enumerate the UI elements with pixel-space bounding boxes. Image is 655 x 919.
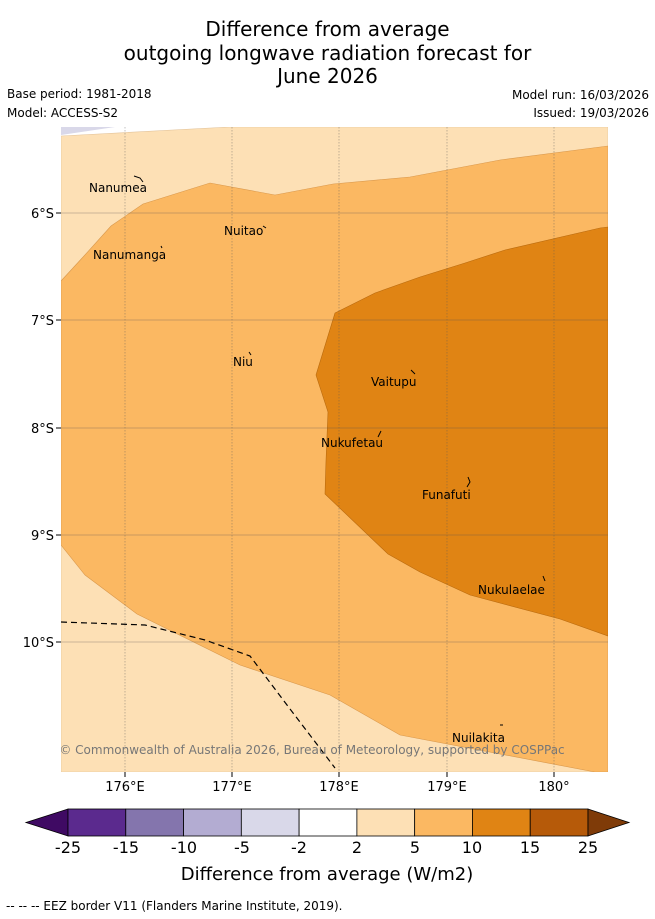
colorbar-label-m25: -25	[55, 838, 81, 857]
lat-label-7s: 7°S	[31, 314, 54, 329]
band-minus2-to-2	[61, 127, 115, 135]
colorbar-label-m10: -10	[171, 838, 197, 857]
island-label-nuitao: Nuitao	[224, 224, 263, 238]
map-area	[61, 127, 608, 772]
lat-label-10s: 10°S	[23, 636, 54, 651]
colorbar-label-15: 15	[520, 838, 540, 857]
lat-label-6s: 6°S	[31, 207, 54, 222]
island-label-vaitupu: Vaitupu	[371, 375, 417, 389]
lon-label-177e: 177°E	[212, 780, 252, 795]
island-label-niu: Niu	[233, 355, 253, 369]
lon-label-180: 180°	[538, 780, 569, 795]
lat-label-9s: 9°S	[31, 529, 54, 544]
colorbar-label-m2: -2	[291, 838, 307, 857]
model-run: Model run: 16/03/2026	[511, 88, 649, 102]
colorbar-label-5: 5	[410, 838, 420, 857]
eez-border	[61, 621, 336, 769]
colorbar-label-m5: -5	[234, 838, 250, 857]
colorbar-label-2: 2	[352, 838, 362, 857]
base-period: Base period: 1981-2018	[7, 87, 152, 101]
colorbar-extend-high	[587, 808, 631, 837]
colorbar-swatch	[183, 808, 242, 837]
colorbar-title: Difference from average (W/m2)	[181, 864, 473, 885]
colorbar-label-25: 25	[578, 838, 598, 857]
lon-label-178e: 178°E	[319, 780, 359, 795]
title-line-1: Difference from average	[205, 17, 450, 41]
island-label-nanumea: Nanumea	[89, 181, 147, 195]
lat-label-8s: 8°S	[31, 422, 54, 437]
title-line-2: outgoing longwave radiation forecast for	[123, 41, 532, 65]
colorbar-swatch	[529, 808, 589, 837]
copyright-text: © Commonwealth of Australia 2026, Bureau…	[59, 743, 564, 757]
title-line-3: June 2026	[277, 64, 378, 88]
lon-label-179e: 179°E	[427, 780, 467, 795]
model-name: Model: ACCESS-S2	[7, 106, 119, 120]
island-label-funafuti: Funafuti	[422, 488, 471, 502]
eez-footnote: -- -- -- EEZ border V11 (Flanders Marine…	[6, 899, 343, 913]
island-label-nukufetau: Nukufetau	[321, 436, 383, 450]
colorbar-labels: -25 -15 -10 -5 -2 2 5 10 15 25	[55, 838, 598, 857]
island-label-nanumanga: Nanumanga	[93, 248, 166, 262]
colorbar-swatch	[125, 808, 184, 837]
colorbar-swatch	[298, 808, 358, 837]
island-shapes	[133, 175, 546, 726]
colorbar-swatch	[472, 808, 531, 837]
island-label-nukulaelae: Nukulaelae	[478, 583, 545, 597]
colorbar-swatch	[240, 808, 300, 837]
colorbar-swatch	[67, 808, 127, 837]
colorbar-swatch	[414, 808, 473, 837]
island-label-nuilakita: Nuilakita	[452, 731, 505, 745]
band-10-to-15	[315, 226, 608, 637]
issued-date: Issued: 19/03/2026	[533, 106, 649, 120]
colorbar-swatch	[356, 808, 416, 837]
axis-ticks	[56, 212, 555, 777]
colorbar-label-10: 10	[462, 838, 482, 857]
colorbar-label-m15: -15	[113, 838, 139, 857]
colorbar	[24, 808, 631, 837]
gridlines	[61, 127, 608, 772]
lon-label-176e: 176°E	[105, 780, 145, 795]
colorbar-extend-low	[24, 808, 69, 837]
